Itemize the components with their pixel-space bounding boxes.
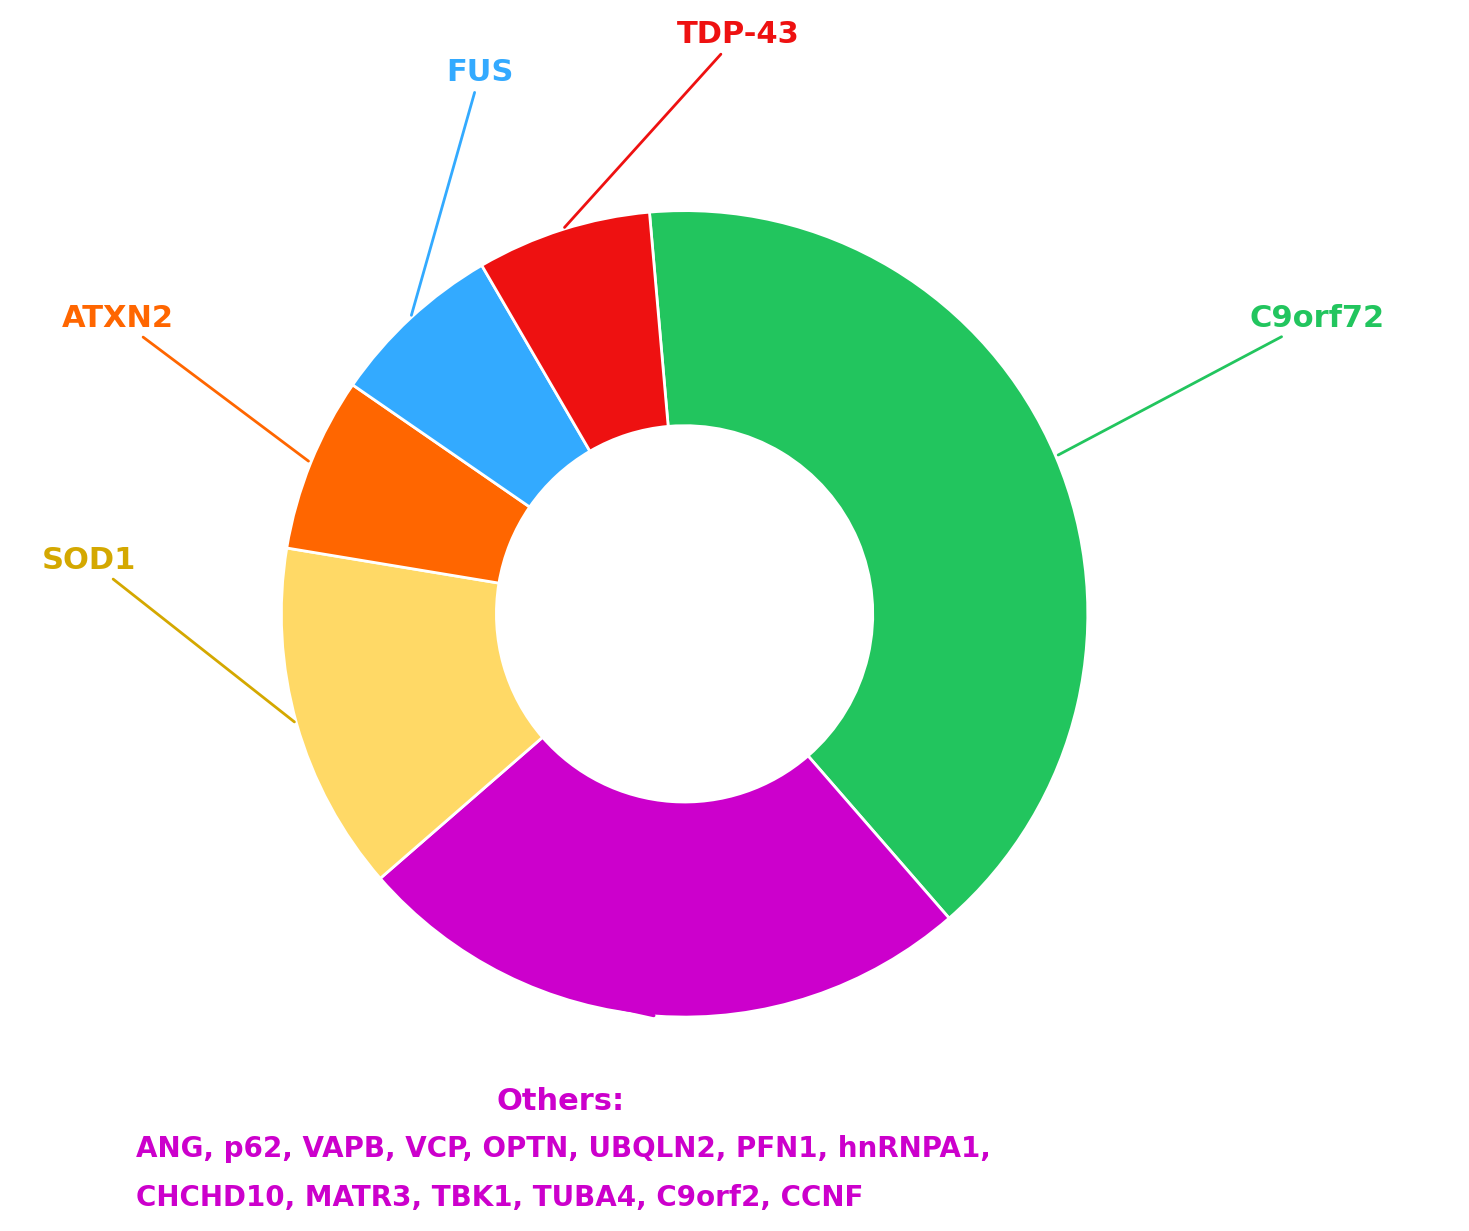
Wedge shape xyxy=(282,548,542,879)
Wedge shape xyxy=(353,266,591,507)
Wedge shape xyxy=(649,211,1089,918)
Text: SOD1: SOD1 xyxy=(41,545,294,721)
Wedge shape xyxy=(380,737,949,1017)
Text: ATXN2: ATXN2 xyxy=(62,304,308,462)
Text: CHCHD10, MATR3, TBK1, TUBA4, C9orf2, CCNF: CHCHD10, MATR3, TBK1, TUBA4, C9orf2, CCN… xyxy=(137,1184,864,1211)
Text: C9orf72: C9orf72 xyxy=(1058,304,1384,455)
Text: ANG, p62, VAPB, VCP, OPTN, UBQLN2, PFN1, hnRNPA1,: ANG, p62, VAPB, VCP, OPTN, UBQLN2, PFN1,… xyxy=(137,1135,992,1163)
Text: TDP-43: TDP-43 xyxy=(564,21,799,228)
Wedge shape xyxy=(482,212,668,452)
Text: Others:: Others: xyxy=(497,1087,624,1117)
Text: FUS: FUS xyxy=(411,58,514,315)
Wedge shape xyxy=(286,385,530,583)
